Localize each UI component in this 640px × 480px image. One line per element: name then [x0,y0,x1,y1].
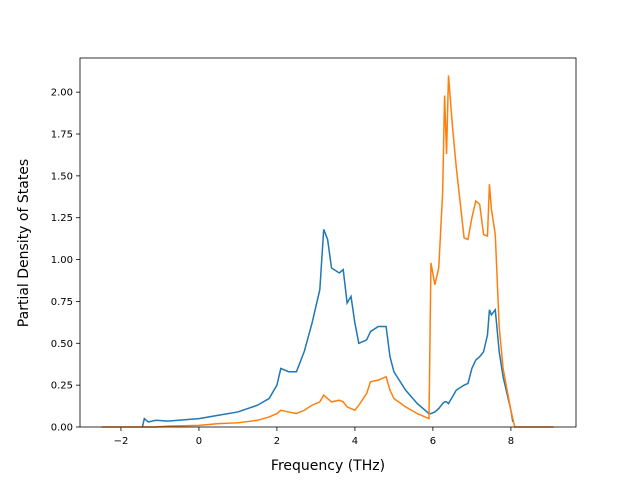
y-tick-label: 1.75 [51,130,73,141]
x-tick-label: −2 [114,436,129,447]
y-tick-label: 0.25 [51,381,73,392]
line-series [101,75,554,428]
x-tick-label: 4 [352,436,358,447]
y-tick-label: 1.50 [51,171,73,182]
line-series [141,229,514,428]
y-tick-label: 2.00 [51,88,73,99]
y-tick-label: 1.25 [51,213,73,224]
x-tick-label: 6 [430,436,436,447]
x-axis-label: Frequency (THz) [271,458,385,474]
x-tick-label: 2 [274,436,280,447]
x-tick-label: 0 [196,436,202,447]
y-tick-label: 0.50 [51,339,73,350]
y-tick-label: 0.00 [51,423,73,434]
y-tick-label: 1.00 [51,255,73,266]
y-axis-label: Partial Density of States [16,159,32,327]
y-tick-label: 0.75 [51,297,73,308]
x-tick-label: 8 [508,436,514,447]
plot-frame [79,57,577,428]
